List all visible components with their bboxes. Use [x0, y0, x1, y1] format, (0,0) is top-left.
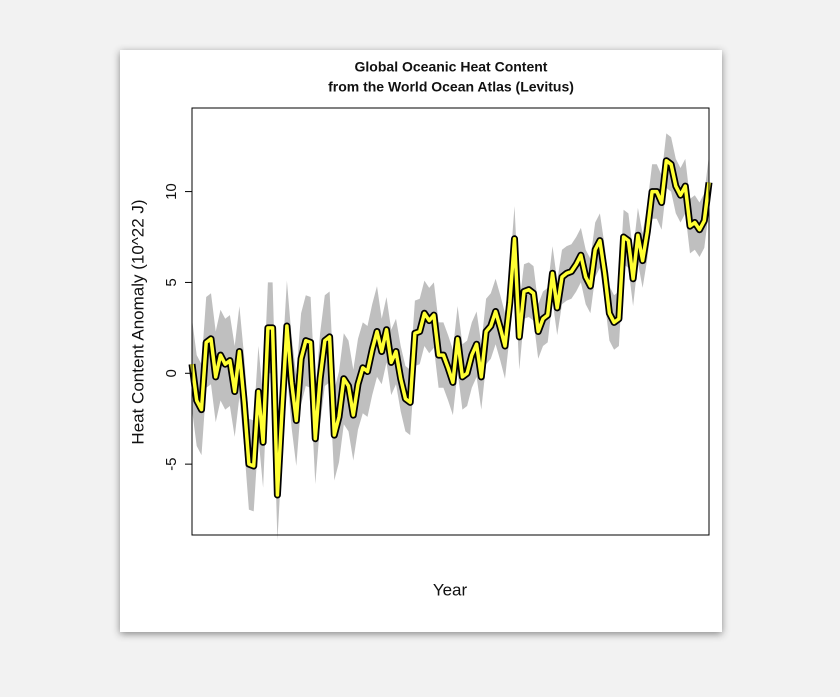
chart-title: Global Oceanic Heat Content: [355, 59, 548, 75]
plot-frame: [191, 107, 710, 536]
y-tick-label: -5: [163, 457, 180, 470]
y-tick-label: 0: [163, 369, 180, 377]
uncertainty-band: [192, 133, 709, 541]
y-tick-label: 5: [163, 278, 180, 286]
chart-subtitle: from the World Ocean Atlas (Levitus): [328, 79, 574, 95]
x-axis-label: Year: [433, 580, 468, 599]
y-axis-label: Heat Content Anomaly (10^22 J): [128, 199, 147, 444]
y-tick-label: 10: [163, 183, 180, 200]
line: [190, 158, 711, 497]
